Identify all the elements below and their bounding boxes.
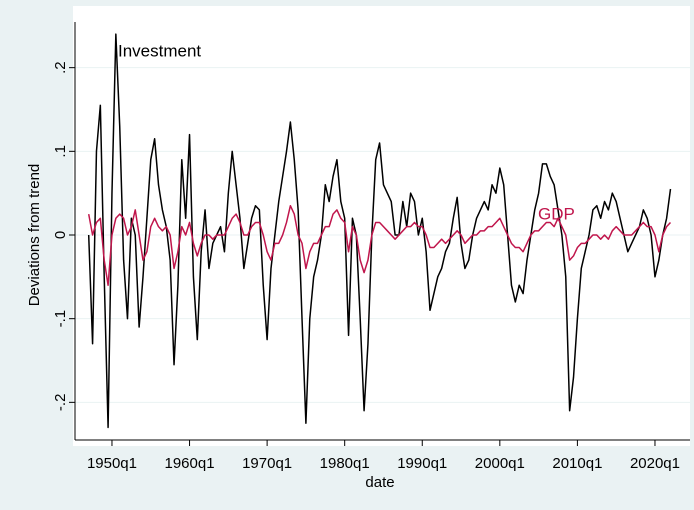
plot-region xyxy=(73,6,690,446)
annotation: GDP xyxy=(538,204,575,223)
x-tick-label: 2000q1 xyxy=(475,455,525,472)
x-tick-label: 1970q1 xyxy=(242,455,292,472)
x-tick-label: 2020q1 xyxy=(630,455,680,472)
x-tick-label: 1990q1 xyxy=(397,455,447,472)
y-axis-title: Deviations from trend xyxy=(26,164,43,307)
x-tick-label: 2010q1 xyxy=(552,455,602,472)
y-tick-label: -.1 xyxy=(52,310,69,328)
annotation: Investment xyxy=(118,41,201,60)
x-axis-title: date xyxy=(365,474,394,491)
y-tick-label: .2 xyxy=(52,61,69,74)
x-tick-label: 1950q1 xyxy=(87,455,137,472)
x-tick-label: 1980q1 xyxy=(320,455,370,472)
line-series xyxy=(87,204,672,286)
line-series xyxy=(87,33,672,429)
x-tick-label: 1960q1 xyxy=(165,455,215,472)
y-tick-label: -.2 xyxy=(52,394,69,412)
y-tick-label: 0 xyxy=(52,231,69,239)
y-tick-label: .1 xyxy=(52,145,69,158)
